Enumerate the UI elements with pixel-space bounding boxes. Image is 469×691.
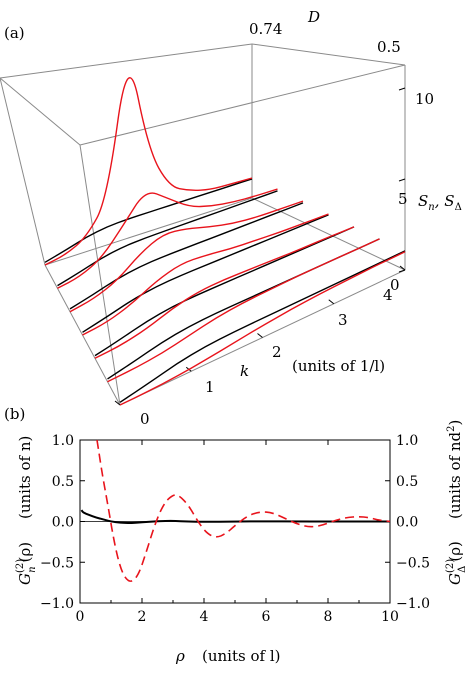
yl-tick-label-2: 0.0 <box>52 515 74 531</box>
sn-curve-4 <box>94 226 355 357</box>
s-axis-label: Sn, SΔ <box>418 192 462 213</box>
k-axis-ticks <box>114 265 406 406</box>
y-right-label: G(2)Δ(ρ) (units of nd2) <box>445 420 468 585</box>
sdelta-curve-1 <box>57 188 278 289</box>
svg-text:G(2)n(ρ): G(2)n(ρ) <box>15 542 38 585</box>
panel-b-label: (b) <box>4 405 25 423</box>
s-axis-ticks <box>398 87 406 273</box>
yr-tick-label-3: 0.5 <box>396 474 418 490</box>
s-tick-mark-10 <box>398 87 406 91</box>
k-tick-1: 1 <box>205 378 215 396</box>
panel-b: (b) 0 2 4 6 8 10−1.0−0.50.00.51.0−1.0−0.50.00… <box>4 405 468 665</box>
x-tick-label-4: 8 <box>324 609 333 625</box>
x-tick-label-5: 10 <box>381 609 399 625</box>
d-axis-label: D <box>307 8 320 26</box>
d-tick-1: 0.5 <box>377 38 401 56</box>
yl-tick-label-3: 0.5 <box>52 474 74 490</box>
k-axis-units: (units of 1/l) <box>292 357 385 375</box>
yl-tick-label-0: −1.0 <box>40 596 74 612</box>
x-axis-label: ρ <box>175 647 185 665</box>
x-tick-label-3: 6 <box>262 609 271 625</box>
x-axis-units: (units of l) <box>202 647 280 665</box>
s-tick-5: 5 <box>398 190 408 208</box>
k-tick-mark-4 <box>399 265 406 271</box>
gdelta-curve <box>96 439 391 582</box>
k-tick-4: 4 <box>383 286 393 304</box>
k-tick-2: 2 <box>272 343 282 361</box>
yl-tick-label-1: −0.5 <box>40 555 74 571</box>
panel-a-curves <box>44 77 406 406</box>
k-tick-mark-0 <box>114 400 121 406</box>
s-tick-0: 0 <box>390 276 400 294</box>
svg-text:(units of nd2): (units of nd2) <box>446 420 464 519</box>
yr-tick-label-2: 0.0 <box>396 515 418 531</box>
panel-a: (a) 0.74 0.5 D 10 5 0 Sn, SΔ 0 1 <box>0 8 462 428</box>
sdelta-curve-3 <box>82 213 329 336</box>
sn-curve-2 <box>69 202 304 310</box>
yl-tick-label-4: 1.0 <box>52 433 74 449</box>
yr-tick-label-0: −1.0 <box>396 596 430 612</box>
sdelta-curve-6 <box>119 251 406 406</box>
box-frame <box>0 43 406 406</box>
gn-curve <box>80 509 390 524</box>
x-tick-label-1: 2 <box>138 609 147 625</box>
sn-curve-6 <box>119 250 406 403</box>
k-tick-mark-2 <box>257 333 263 338</box>
x-tick-label-0: 0 <box>76 609 85 625</box>
panel-b-ticks: 0 2 4 6 8 10−1.0−0.50.00.51.0−1.0−0.50.00.51.… <box>40 433 430 625</box>
k-tick-3: 3 <box>338 311 348 329</box>
panel-b-curves <box>80 439 391 582</box>
k-tick-mark-3 <box>328 299 335 305</box>
s-tick-mark-5 <box>398 178 406 182</box>
sn-curve-1 <box>57 190 278 287</box>
y-left-label: G(2)n(ρ) (units of n) <box>15 436 38 585</box>
panel-a-label: (a) <box>4 24 25 42</box>
sn-curve-3 <box>82 214 329 333</box>
d-tick-0: 0.74 <box>249 20 282 38</box>
sn-curve-0 <box>44 178 253 263</box>
svg-text:(units of n): (units of n) <box>16 436 34 519</box>
sdelta-curve-2 <box>69 200 304 313</box>
s-tick-mark-0 <box>398 269 406 273</box>
svg-text:G(2)Δ(ρ): G(2)Δ(ρ) <box>445 541 468 585</box>
x-tick-label-2: 4 <box>200 609 209 625</box>
yr-tick-label-1: −0.5 <box>396 555 430 571</box>
yr-tick-label-4: 1.0 <box>396 433 418 449</box>
sdelta-curve-0 <box>44 77 253 266</box>
sdelta-curve-4 <box>94 226 355 359</box>
k-axis-label: k <box>240 362 249 380</box>
k-tick-0: 0 <box>140 410 150 428</box>
sdelta-curve-5 <box>107 238 380 383</box>
s-tick-10: 10 <box>415 90 434 108</box>
